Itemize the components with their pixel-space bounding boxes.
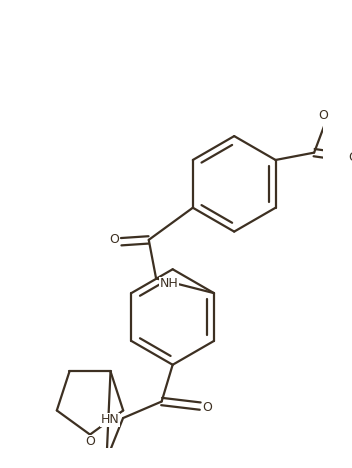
Text: O: O: [318, 110, 328, 123]
Text: O: O: [203, 402, 213, 415]
Text: O: O: [85, 435, 95, 448]
Text: NH: NH: [159, 278, 178, 291]
Text: O: O: [109, 234, 119, 246]
Text: O: O: [348, 151, 352, 164]
Text: HN: HN: [101, 413, 120, 426]
